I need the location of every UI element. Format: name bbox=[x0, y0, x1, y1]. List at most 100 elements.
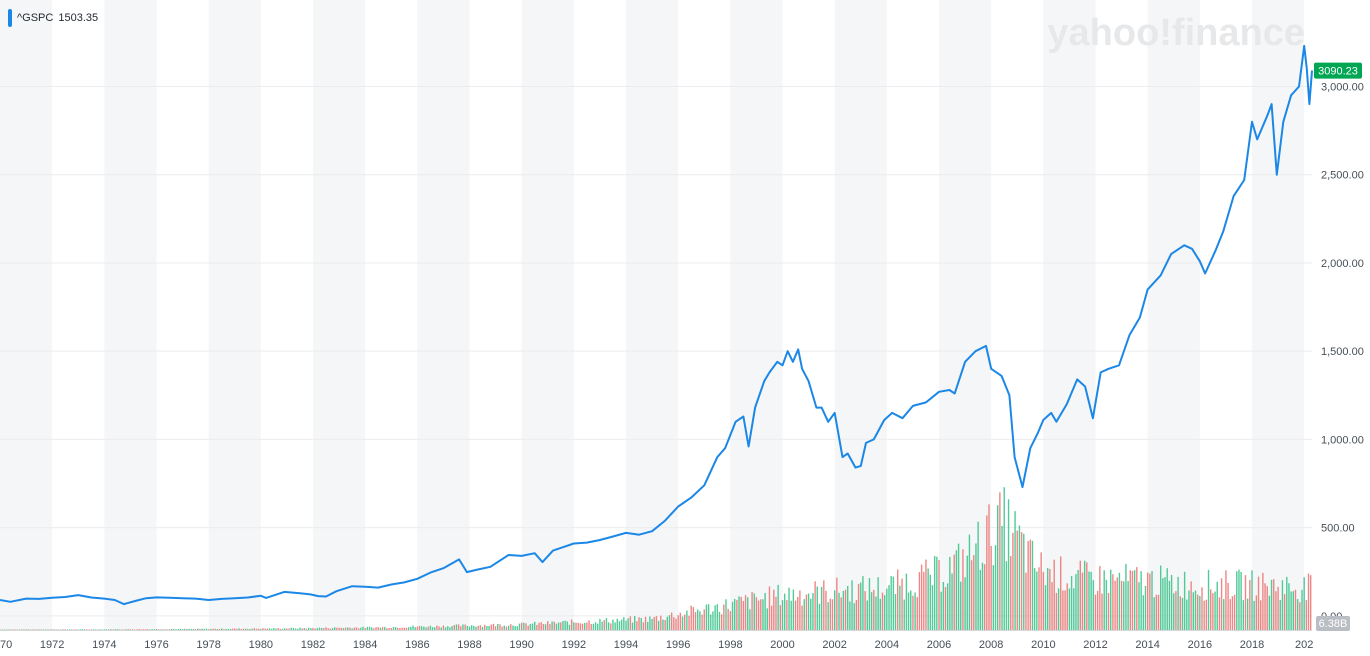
volume-bar bbox=[1225, 570, 1227, 630]
volume-bar bbox=[381, 627, 384, 630]
volume-bar bbox=[301, 628, 303, 630]
volume-bar bbox=[284, 628, 286, 630]
volume-bar bbox=[1249, 579, 1251, 630]
volume-bar bbox=[949, 556, 951, 630]
volume-bar bbox=[388, 627, 390, 630]
volume-bar bbox=[197, 628, 199, 630]
volume-bar bbox=[314, 628, 316, 630]
volume-bar bbox=[1051, 582, 1053, 630]
volume-bar bbox=[1007, 499, 1010, 630]
volume-bar bbox=[75, 629, 77, 630]
volume-bar bbox=[116, 629, 119, 630]
volume-bar bbox=[577, 622, 579, 630]
volume-bar bbox=[340, 627, 342, 630]
legend[interactable]: ^GSPC 1503.35 bbox=[8, 9, 98, 27]
volume-bar bbox=[492, 623, 495, 630]
volume-bar bbox=[160, 629, 162, 630]
volume-bar bbox=[384, 626, 386, 630]
volume-bar bbox=[320, 628, 323, 630]
volume-bar bbox=[142, 629, 145, 630]
volume-bar bbox=[475, 626, 477, 630]
volume-bar bbox=[38, 629, 40, 630]
volume-bar bbox=[1251, 570, 1253, 630]
volume-bar bbox=[1105, 579, 1108, 630]
volume-bar bbox=[797, 596, 799, 630]
volume-bar bbox=[307, 627, 310, 630]
volume-bar bbox=[1194, 590, 1197, 630]
volume-bar bbox=[27, 629, 29, 630]
volume-bar bbox=[323, 628, 325, 630]
volume-bar bbox=[579, 623, 582, 630]
volume-bar bbox=[838, 592, 840, 630]
volume-bar bbox=[947, 583, 949, 630]
volume-bar bbox=[0, 629, 1, 630]
volume-bar bbox=[164, 629, 166, 630]
volume-bar bbox=[1073, 588, 1075, 630]
y-tick-label: 3,000.00 bbox=[1321, 81, 1364, 93]
volume-bar bbox=[1238, 569, 1240, 630]
volume-bar bbox=[918, 572, 921, 630]
volume-bar bbox=[649, 616, 651, 630]
last-price-tag[interactable]: 3090.23 bbox=[1314, 62, 1362, 79]
volume-bar bbox=[420, 626, 423, 630]
volume-bar bbox=[479, 625, 482, 630]
volume-bar bbox=[1201, 587, 1203, 630]
volume-bar bbox=[983, 564, 986, 630]
volume-bar bbox=[1118, 572, 1121, 630]
y-tick-label: 2,000.00 bbox=[1321, 258, 1364, 270]
volume-bar bbox=[134, 629, 136, 630]
volume-bar bbox=[1027, 541, 1029, 630]
volume-bar bbox=[1296, 599, 1299, 630]
volume-bar bbox=[907, 592, 910, 630]
volume-bar bbox=[962, 549, 964, 630]
price-series bbox=[0, 44, 1313, 606]
volume-bar bbox=[1049, 568, 1051, 630]
volume-bar bbox=[1179, 596, 1181, 630]
volume-bar bbox=[405, 627, 408, 630]
volume-bar bbox=[883, 595, 886, 630]
volume-bar bbox=[1279, 599, 1281, 630]
volume-bar bbox=[1142, 595, 1145, 630]
volume-bar bbox=[516, 626, 519, 630]
volume-bar bbox=[603, 619, 605, 630]
volume-tag-label: 6.38B bbox=[1319, 618, 1348, 630]
volume-bar bbox=[529, 623, 532, 630]
volume-bar bbox=[1290, 591, 1292, 630]
volume-bar bbox=[803, 599, 805, 630]
volume-bar bbox=[897, 569, 899, 630]
yahoo-finance-logo: yahoo!finance bbox=[1047, 12, 1305, 54]
volume-bar bbox=[981, 562, 984, 630]
volume-bar bbox=[1114, 580, 1116, 630]
volume-bar bbox=[1123, 581, 1125, 630]
volume-bar bbox=[992, 565, 995, 630]
volume-bar bbox=[294, 628, 297, 630]
volume-bar bbox=[288, 628, 290, 630]
volume-bar bbox=[1175, 591, 1177, 630]
volume-bar bbox=[518, 623, 521, 630]
volume-bar bbox=[1099, 566, 1101, 630]
volume-tag[interactable]: 6.38B bbox=[1316, 616, 1350, 631]
volume-bar bbox=[147, 629, 149, 630]
volume-bar bbox=[1001, 525, 1003, 630]
volume-bar bbox=[727, 608, 729, 630]
volume-bar bbox=[823, 580, 825, 630]
volume-bar bbox=[899, 585, 901, 630]
volume-bar bbox=[1129, 570, 1131, 630]
volume-bar bbox=[794, 600, 797, 630]
volume-bar bbox=[1060, 556, 1062, 630]
volume-bar bbox=[73, 629, 75, 630]
volume-bar bbox=[40, 629, 42, 630]
volume-bar bbox=[618, 621, 621, 630]
volume-bar bbox=[1305, 600, 1308, 630]
volume-bar bbox=[1181, 597, 1184, 630]
x-tick-label: 2004 bbox=[875, 639, 899, 651]
volume-bar bbox=[1140, 571, 1142, 630]
volume-bar bbox=[892, 576, 895, 630]
volume-bar bbox=[968, 534, 971, 630]
volume-bar bbox=[1264, 583, 1266, 630]
volume-bar bbox=[325, 627, 327, 630]
volume-bar bbox=[1107, 592, 1110, 630]
volume-bar bbox=[623, 617, 625, 630]
volume-bar bbox=[586, 622, 588, 630]
